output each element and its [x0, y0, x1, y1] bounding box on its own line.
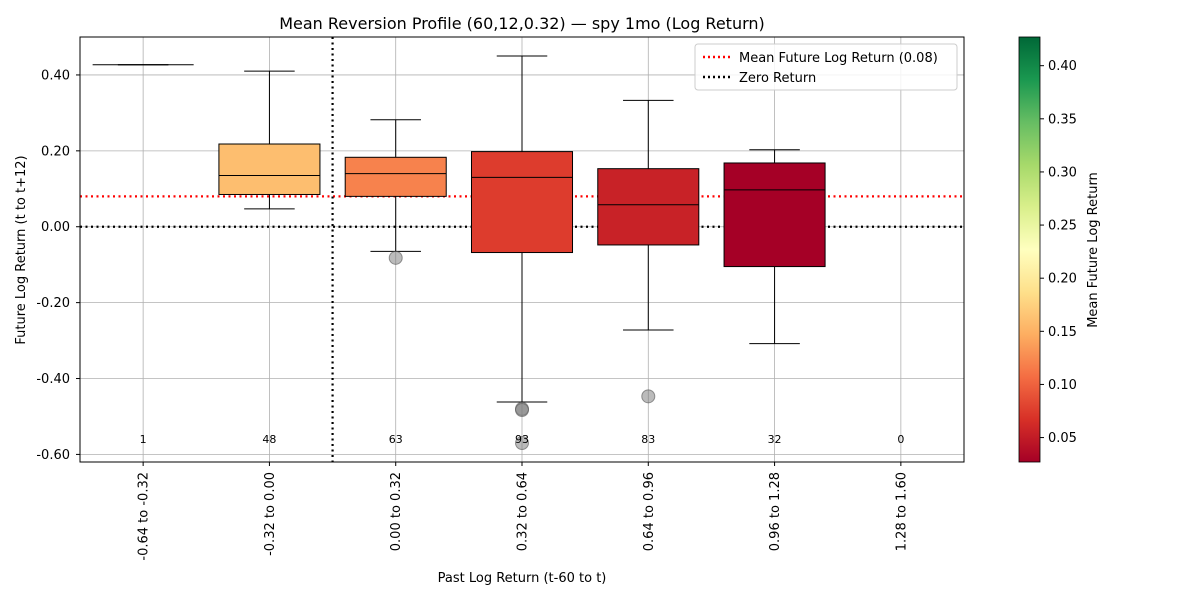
x-tick-label: 0.96 to 1.28: [768, 472, 783, 551]
box-iqr: [344, 156, 447, 197]
count-label: 93: [515, 433, 529, 446]
box-plots: [92, 55, 826, 451]
box-group-4: [470, 55, 574, 451]
count-label: 48: [262, 433, 276, 446]
colorbar-tick-label: 0.05: [1048, 431, 1077, 446]
count-label: 83: [641, 433, 655, 446]
colorbar-tick-label: 0.15: [1048, 325, 1077, 340]
x-tick-label: 1.28 to 1.60: [894, 472, 909, 551]
count-label: 1: [140, 433, 147, 446]
x-axis-label: Past Log Return (t-60 to t): [438, 571, 607, 586]
y-tick-label: -0.40: [36, 372, 70, 387]
outlier-point: [641, 389, 656, 404]
y-tick-label: -0.20: [36, 296, 70, 311]
x-tick-label: 0.00 to 0.32: [389, 472, 404, 551]
y-tick-label: -0.60: [36, 448, 70, 463]
box-iqr: [597, 168, 700, 246]
count-label: 32: [768, 433, 782, 446]
box-iqr: [218, 143, 321, 195]
chart-title: Mean Reversion Profile (60,12,0.32) — sp…: [279, 14, 765, 33]
box-group-3: [344, 119, 447, 265]
count-label: 63: [389, 433, 403, 446]
colorbar-tick-label: 0.40: [1048, 59, 1077, 74]
x-tick-label: 0.64 to 0.96: [642, 472, 657, 551]
colorbar-tick-label: 0.10: [1048, 378, 1077, 393]
x-tick-label: -0.64 to -0.32: [137, 472, 152, 561]
colorbar-tick-label: 0.25: [1048, 219, 1077, 234]
y-axis-label: Future Log Return (t to t+12): [14, 155, 29, 344]
y-tick-label: 0.00: [41, 220, 70, 235]
count-labels: 1 48 63 93 83 32 0: [140, 433, 905, 446]
x-tick-label: 0.32 to 0.64: [516, 472, 531, 551]
outlier-point: [388, 250, 403, 265]
box-iqr: [723, 162, 826, 268]
y-tick-label: 0.40: [41, 68, 70, 83]
colorbar: 0.05 0.10 0.15 0.20 0.25 0.30 0.35 0.40 Mean Fu…: [1018, 36, 1101, 463]
box-group-5: [597, 99, 700, 404]
box-iqr: [470, 151, 574, 254]
count-label: 0: [897, 433, 904, 446]
x-tick-label: -0.32 to 0.00: [263, 472, 278, 556]
colorbar-tick-label: 0.35: [1048, 112, 1077, 127]
colorbar-tick-label: 0.30: [1048, 165, 1077, 180]
outlier-point: [515, 403, 529, 418]
legend-box: [694, 43, 958, 91]
colorbar-ticks: 0.05 0.10 0.15 0.20 0.25 0.30 0.35 0.40: [1040, 59, 1077, 446]
y-axis-ticks: -0.60 -0.40 -0.20 0.00 0.20 0.40: [36, 68, 80, 463]
colorbar-label: Mean Future Log Return: [1086, 172, 1101, 328]
legend: Mean Future Log Return (0.08) Zero Retur…: [694, 43, 958, 91]
colorbar-tick-label: 0.20: [1048, 272, 1077, 287]
legend-zero-label: Zero Return: [739, 71, 816, 86]
colorbar-gradient: [1018, 36, 1041, 463]
legend-mean-label: Mean Future Log Return (0.08): [739, 51, 938, 66]
outlier-point: [515, 436, 529, 451]
y-tick-label: 0.20: [41, 144, 70, 159]
x-axis-ticks: -0.64 to -0.32 -0.32 to 0.00 0.00 to 0.32 0…: [137, 462, 909, 561]
box-group-6: [723, 149, 826, 345]
box-group-2: [218, 70, 321, 210]
